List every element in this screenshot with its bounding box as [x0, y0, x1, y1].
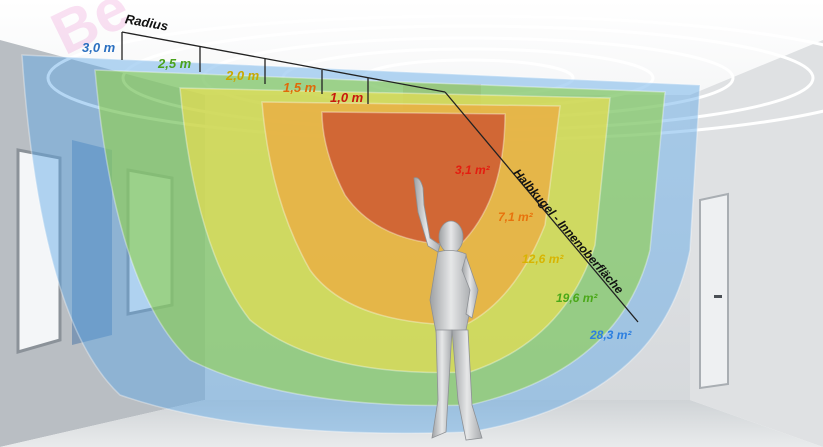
radius-label-3m: 3,0 m: [82, 40, 116, 55]
person-figure: [413, 177, 483, 441]
door: [699, 192, 729, 390]
door-handle-icon: [714, 295, 722, 298]
zone-1m: [321, 111, 506, 246]
radius-label-1m: 1,0 m: [330, 90, 364, 105]
radius-dimension: [121, 31, 639, 323]
area-label-2-5m: 19,6 m²: [556, 291, 598, 305]
radius-label-1-5m: 1,5 m: [283, 80, 317, 95]
area-label-1-5m: 7,1 m²: [498, 210, 533, 224]
area-label-3m: 28,3 m²: [590, 328, 632, 342]
radius-label-2m: 2,0 m: [226, 68, 260, 83]
area-label-2m: 12,6 m²: [522, 252, 564, 266]
window: [16, 148, 62, 354]
floor: [0, 400, 823, 447]
window-pillar: [72, 140, 112, 345]
coverage-zones: [21, 54, 701, 434]
area-label-1m: 3,1 m²: [455, 163, 490, 177]
radius-label-2-5m: 2,5 m: [158, 56, 192, 71]
